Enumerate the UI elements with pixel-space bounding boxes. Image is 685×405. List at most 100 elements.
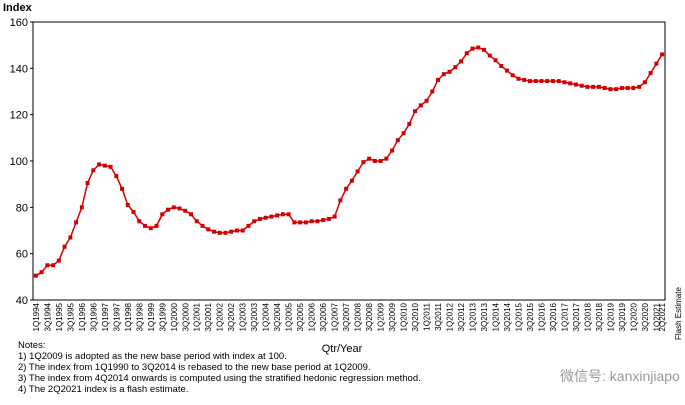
y-tick-label: 160 (10, 17, 28, 29)
x-tick-label: 1Q2019 (606, 302, 615, 331)
marker (648, 70, 653, 75)
x-tick-label: 1Q2011 (423, 302, 432, 330)
marker (608, 87, 613, 92)
x-tick-label: 1Q2010 (400, 302, 409, 331)
marker (263, 215, 268, 220)
marker (79, 205, 84, 210)
x-tick-label: 1Q2012 (446, 302, 455, 331)
marker (625, 86, 630, 91)
marker (476, 45, 481, 50)
marker (447, 69, 452, 74)
x-tick-label: 3Q2009 (388, 302, 397, 331)
marker (545, 79, 550, 84)
marker (596, 84, 601, 89)
marker (516, 76, 521, 81)
marker (344, 186, 349, 191)
x-tick-label: 3Q2011 (434, 302, 443, 330)
marker (372, 159, 377, 163)
x-tick-label: 1Q1994 (32, 302, 41, 331)
x-axis-label: Qtr/Year (322, 343, 363, 355)
marker (137, 219, 142, 224)
marker (562, 80, 567, 85)
marker (384, 156, 389, 161)
marker (539, 79, 544, 84)
marker (660, 52, 665, 57)
note: 4) The 2Q2021 index is a flash estimate. (18, 384, 188, 395)
marker (349, 178, 354, 183)
marker (252, 219, 257, 224)
y-tick-label: 120 (10, 110, 28, 122)
marker (390, 148, 395, 153)
marker (269, 214, 274, 219)
marker (45, 263, 50, 268)
x-tick-label: 3Q2001 (204, 302, 213, 331)
marker (275, 213, 280, 218)
marker (550, 79, 555, 84)
marker (527, 79, 532, 84)
marker (183, 208, 188, 213)
x-tick-label: 3Q2013 (480, 302, 489, 331)
marker (378, 159, 383, 163)
x-tick-label: 3Q1995 (66, 302, 75, 331)
x-tick-label: 1Q2021 (652, 302, 661, 331)
marker (246, 223, 251, 228)
x-tick-label: 1Q2015 (514, 302, 523, 331)
marker (470, 46, 475, 51)
x-tick-label: 1Q2002 (216, 302, 225, 331)
marker (120, 186, 125, 191)
x-tick-label: 1Q2001 (193, 302, 202, 331)
marker (436, 77, 441, 82)
x-tick-label: 1Q1995 (55, 302, 64, 331)
x-tick-label: 1Q1999 (147, 302, 156, 331)
marker (211, 229, 216, 234)
x-tick-label: 2Q2021 (658, 302, 667, 331)
x-tick-label: 3Q1998 (135, 302, 144, 331)
marker (487, 53, 492, 58)
y-tick-label: 100 (10, 156, 28, 168)
x-tick-label: 3Q2018 (595, 302, 604, 331)
note: 2) The index from 1Q1990 to 3Q2014 is re… (18, 362, 371, 373)
plot-frame (32, 21, 666, 301)
marker (568, 81, 573, 86)
x-tick-label: 3Q1996 (89, 302, 98, 331)
marker (102, 163, 107, 168)
marker (361, 160, 366, 165)
marker (413, 109, 418, 114)
note: Notes: (18, 340, 45, 351)
marker (326, 216, 331, 221)
marker (355, 169, 360, 174)
marker (171, 205, 176, 210)
annotation: Flash Estimate (674, 287, 683, 340)
marker (585, 84, 590, 89)
x-tick-label: 1Q2007 (331, 302, 340, 331)
marker (51, 263, 56, 268)
marker (522, 77, 527, 82)
marker (39, 270, 44, 275)
marker (292, 220, 297, 225)
marker (280, 212, 285, 217)
x-tick-label: 1Q2020 (629, 302, 638, 331)
marker (619, 86, 624, 91)
x-tick-label: 3Q1997 (112, 302, 121, 331)
marker (464, 51, 469, 56)
y-tick-label: 80 (16, 202, 28, 214)
marker (114, 174, 119, 179)
x-tick-label: 1Q2017 (560, 302, 569, 331)
x-tick-label: 1Q2000 (170, 302, 179, 331)
marker (614, 87, 619, 92)
marker (505, 68, 509, 73)
marker (573, 82, 578, 87)
marker (453, 65, 458, 70)
marker (85, 181, 90, 186)
marker (430, 89, 435, 94)
x-tick-label: 3Q2017 (572, 302, 581, 331)
marker (223, 230, 228, 235)
marker (74, 220, 79, 225)
marker (338, 198, 343, 203)
x-tick-label: 3Q2004 (273, 302, 282, 331)
marker (194, 219, 199, 224)
marker (97, 162, 102, 167)
marker (206, 227, 211, 232)
marker (33, 273, 38, 278)
